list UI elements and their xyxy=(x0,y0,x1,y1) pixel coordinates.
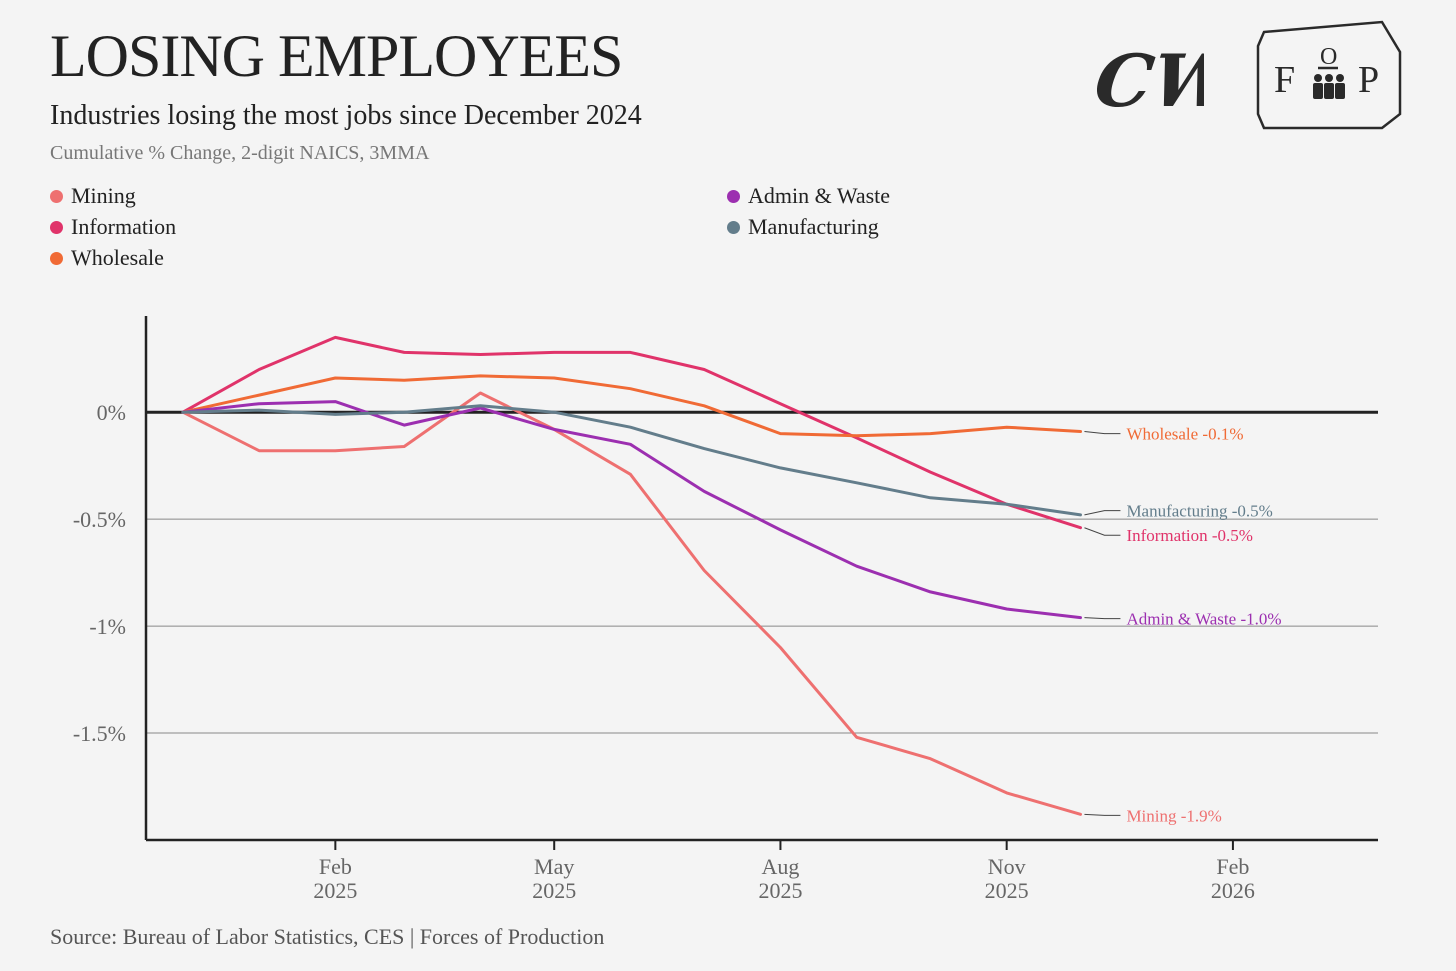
fop-logo-o: O xyxy=(1320,44,1337,70)
x-tick-label: 2025 xyxy=(313,878,357,903)
label-leader xyxy=(1084,813,1121,816)
chart-title: LOSING EMPLOYEES xyxy=(50,23,623,89)
legend-label: Admin & Waste xyxy=(748,183,891,208)
legend-dot-information xyxy=(50,220,63,234)
legend-dot-mining xyxy=(50,189,63,203)
series-end-label: Mining -1.9% xyxy=(1126,806,1221,825)
series-end-label: Wholesale -0.1% xyxy=(1126,425,1243,444)
x-tick-label: Aug xyxy=(761,854,799,879)
series-line-wholesale xyxy=(181,374,1082,438)
label-leader xyxy=(1084,617,1121,620)
source-note: Source: Bureau of Labor Statistics, CES … xyxy=(50,924,605,949)
fop-logo-p: P xyxy=(1358,59,1379,101)
series-line-manufacturing xyxy=(181,404,1082,517)
legend-dot-admin-waste xyxy=(727,189,740,203)
y-tick-label: -0.5% xyxy=(73,507,126,532)
legend-label: Wholesale xyxy=(71,245,164,270)
end-labels: Mining -1.9% Information -0.5% Wholesale -… xyxy=(1084,425,1282,825)
legend-item-mining: Mining xyxy=(50,183,136,209)
series-line-mining xyxy=(181,391,1082,816)
x-tick-label: 2025 xyxy=(532,878,576,903)
label-leader xyxy=(1084,527,1121,536)
legend-item-manufacturing: Manufacturing xyxy=(727,214,879,240)
legend-item-admin-waste: Admin & Waste xyxy=(727,183,890,209)
chart-note: Cumulative % Change, 2-digit NAICS, 3MMA xyxy=(50,142,430,164)
legend-label: Mining xyxy=(71,183,136,208)
fop-logo-frame xyxy=(1256,20,1402,130)
cw-logo: CW xyxy=(1092,39,1204,122)
x-tick-label: Feb xyxy=(1216,854,1249,879)
series-line-admin-waste xyxy=(181,400,1082,620)
fop-logo: F P O xyxy=(1256,20,1402,130)
y-tick-label: -1% xyxy=(89,614,126,639)
fop-logo-f: F xyxy=(1274,59,1295,101)
y-tick-label: 0% xyxy=(97,400,126,425)
series-lines xyxy=(181,335,1082,816)
x-tick-label: Feb xyxy=(319,854,352,879)
legend-label: Information xyxy=(71,214,177,239)
legend-item-wholesale: Wholesale xyxy=(50,245,164,271)
axes: 0%-0.5%-1%-1.5%Feb2025May2025Aug2025Nov2… xyxy=(73,316,1378,903)
x-tick-label: 2026 xyxy=(1211,878,1255,903)
x-tick-label: 2025 xyxy=(758,878,802,903)
legend-label: Manufacturing xyxy=(748,214,879,239)
label-leader xyxy=(1084,510,1121,516)
legend-item-information: Information xyxy=(50,214,176,240)
legend: Mining Information Wholesale Admin & Was… xyxy=(50,183,950,279)
legend-dot-wholesale xyxy=(50,251,63,265)
x-tick-label: Nov xyxy=(988,854,1026,879)
series-end-label: Admin & Waste -1.0% xyxy=(1126,610,1281,629)
chart-subtitle: Industries losing the most jobs since De… xyxy=(50,100,642,131)
y-tick-label: -1.5% xyxy=(73,721,126,746)
label-leader xyxy=(1084,430,1121,435)
legend-dot-manufacturing xyxy=(727,220,740,234)
workers-icon xyxy=(1313,74,1345,99)
series-end-label: Information -0.5% xyxy=(1126,526,1253,545)
x-tick-label: 2025 xyxy=(985,878,1029,903)
x-tick-label: May xyxy=(534,854,574,879)
series-end-label: Manufacturing -0.5% xyxy=(1126,502,1272,521)
cw-logo-text: CW xyxy=(1092,39,1204,122)
series-line-information xyxy=(181,335,1082,530)
